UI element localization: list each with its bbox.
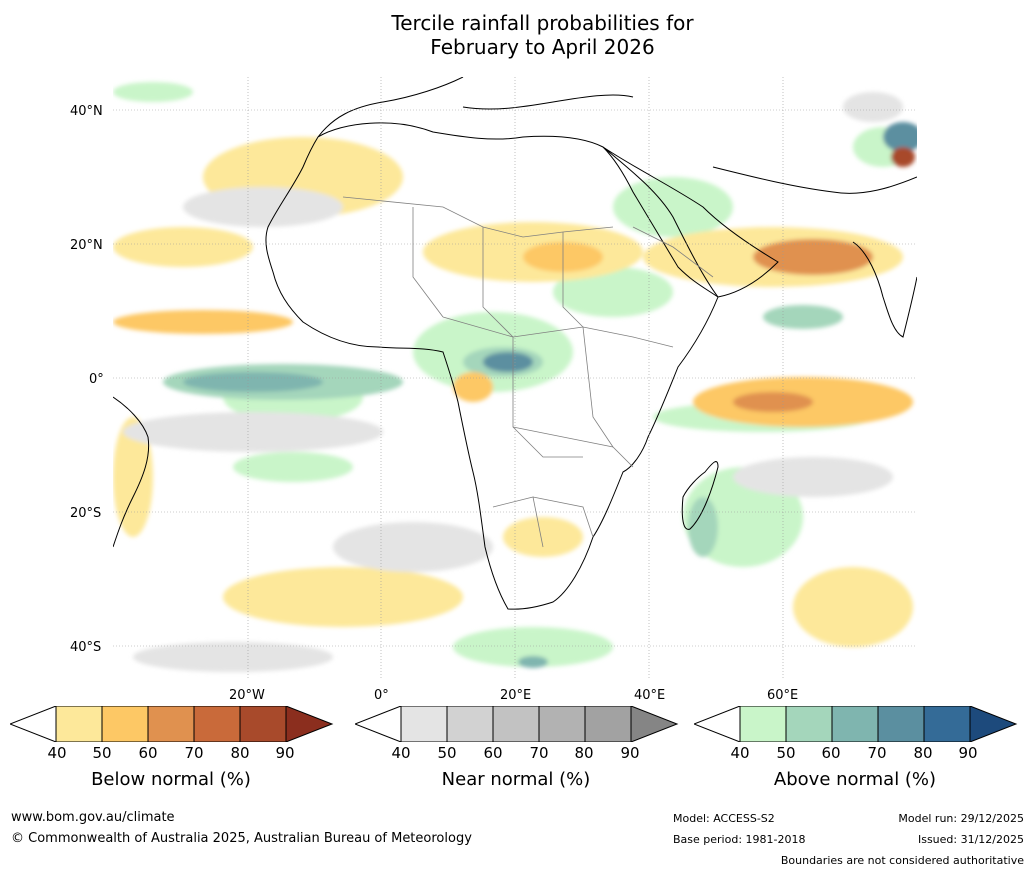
near-tick-40: 40 — [391, 744, 411, 762]
colorbar-segment — [584, 706, 632, 742]
colorbar-segment — [55, 706, 103, 742]
lat-label-20s: 20°S — [70, 506, 102, 521]
colorbar-segment — [193, 706, 241, 742]
lat-label-20n: 20°N — [70, 238, 103, 253]
bom-climate-link[interactable]: www.bom.gov.au/climate — [11, 810, 175, 825]
above-tick-70: 70 — [867, 744, 887, 762]
lat-label-equator: 0° — [89, 372, 104, 387]
below-tick-80: 80 — [230, 744, 250, 762]
colorbar-segment — [400, 706, 448, 742]
lon-label-0: 0° — [374, 688, 389, 703]
below-tick-50: 50 — [92, 744, 112, 762]
above-tick-60: 60 — [821, 744, 841, 762]
below-normal-title: Below normal (%) — [91, 769, 251, 790]
near-tick-80: 80 — [574, 744, 594, 762]
below-tick-70: 70 — [184, 744, 204, 762]
colorbar-segment — [355, 706, 402, 742]
map-title-line2: February to April 2026 — [430, 35, 655, 59]
country-borders — [342, 196, 714, 548]
colorbar-segment — [10, 706, 57, 742]
colorbar-segment — [694, 706, 741, 742]
near-tick-50: 50 — [437, 744, 457, 762]
near-tick-70: 70 — [529, 744, 549, 762]
colorbar-segment — [446, 706, 494, 742]
colorbar-segment — [101, 706, 149, 742]
lon-label-20w: 20°W — [229, 688, 265, 703]
below-tick-90: 90 — [275, 744, 295, 762]
colorbar-segment — [739, 706, 787, 742]
copyright-notice: © Commonwealth of Australia 2025, Austra… — [11, 831, 472, 846]
colorbar-segment — [147, 706, 195, 742]
above-tick-40: 40 — [730, 744, 750, 762]
near-tick-60: 60 — [483, 744, 503, 762]
lon-label-40e: 40°E — [634, 688, 666, 703]
colorbar-segment — [877, 706, 925, 742]
map-title-line1: Tercile rainfall probabilities for — [391, 11, 694, 35]
colorbar-segment — [831, 706, 879, 742]
below-tick-60: 60 — [138, 744, 158, 762]
colorbar-segment — [239, 706, 287, 742]
below-normal-colorbar — [10, 706, 334, 742]
rainfall-probability-map — [113, 77, 917, 680]
graticule — [113, 77, 917, 680]
near-normal-title: Near normal (%) — [441, 769, 591, 790]
model-name: Model: ACCESS-S2 — [673, 812, 775, 825]
colorbar-segment — [285, 706, 334, 742]
above-normal-title: Above normal (%) — [773, 769, 937, 790]
model-run-date: Model run: 29/12/2025 — [898, 812, 1024, 825]
colorbar-segment — [785, 706, 833, 742]
colorbar-segment — [538, 706, 586, 742]
near-normal-colorbar — [355, 706, 679, 742]
lon-label-60e: 60°E — [767, 688, 799, 703]
below-tick-40: 40 — [47, 744, 67, 762]
coastlines — [113, 77, 917, 610]
base-period: Base period: 1981-2018 — [673, 833, 806, 846]
boundaries-disclaimer: Boundaries are not considered authoritat… — [780, 854, 1024, 867]
issued-date: Issued: 31/12/2025 — [917, 833, 1024, 846]
above-tick-50: 50 — [776, 744, 796, 762]
lat-label-40s: 40°S — [70, 640, 102, 655]
near-tick-90: 90 — [620, 744, 640, 762]
lon-label-20e: 20°E — [500, 688, 532, 703]
colorbar-segment — [969, 706, 1018, 742]
colorbar-segment — [630, 706, 679, 742]
above-tick-90: 90 — [958, 744, 978, 762]
colorbar-segment — [492, 706, 540, 742]
above-normal-colorbar — [694, 706, 1018, 742]
lat-label-40n: 40°N — [70, 104, 103, 119]
colorbar-segment — [923, 706, 971, 742]
above-tick-80: 80 — [913, 744, 933, 762]
